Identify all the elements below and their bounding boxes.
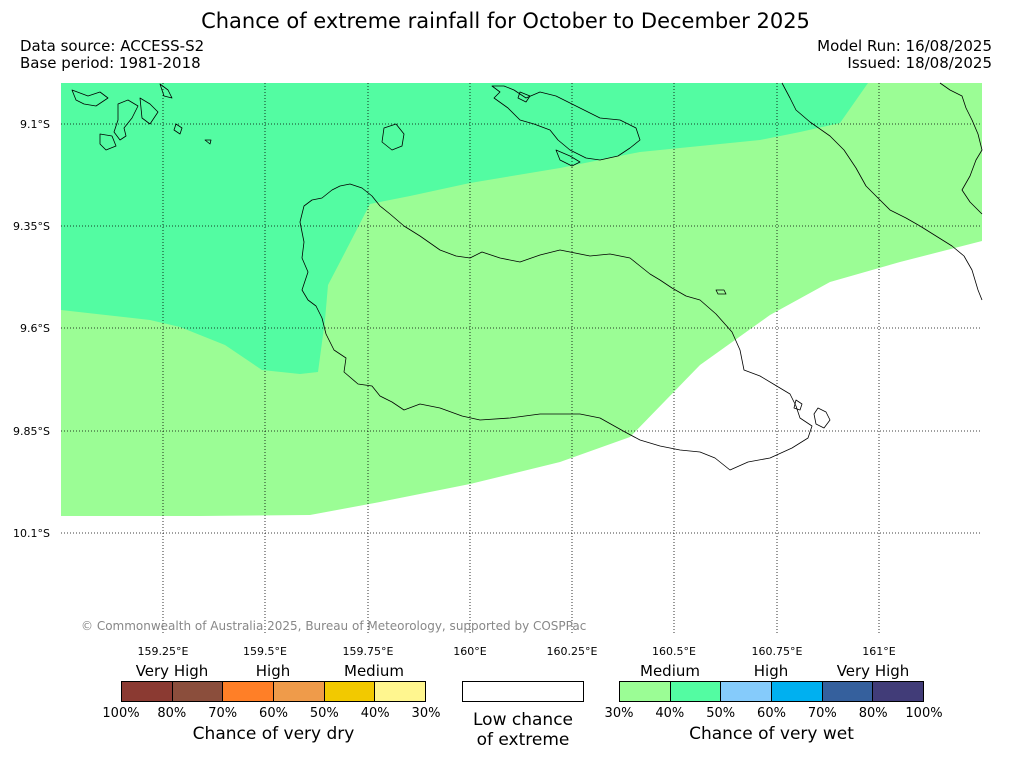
lon-label: 160.5°E [652,645,696,658]
dry-tick-label: 50% [309,706,339,721]
lon-label: 160.75°E [751,645,803,658]
wet-caption: Chance of very wet [689,724,854,744]
run-info: Model Run: 16/08/2025 Issued: 18/08/2025 [817,38,992,72]
dry-tick-label: 40% [360,706,390,721]
wet-tick-label: 30% [604,706,634,721]
issued-date: Issued: 18/08/2025 [847,54,992,72]
wet-swatch [620,682,671,701]
lat-label: 10.1°S [13,527,50,540]
dry-swatch [274,682,325,701]
lon-label: 161°E [862,645,896,658]
wet-tick-label: 40% [655,706,685,721]
lon-label: 159.75°E [342,645,394,658]
dry-tick-label: 30% [411,706,441,721]
wet-colorbar [619,681,924,702]
map-title: Chance of extreme rainfall for October t… [201,9,810,33]
graticule [61,83,982,635]
low-chance-line2: of extreme [476,730,570,750]
wet-tick-label: 60% [757,706,786,721]
dry-swatch [122,682,173,701]
wet-tick-label: 50% [706,706,736,721]
wet-swatch [772,682,823,701]
source-info: Data source: ACCESS-S2 Base period: 1981… [20,38,204,72]
wet-tick-label: 70% [807,706,837,721]
dry-swatch [172,682,224,701]
wet-swatch [721,682,773,701]
wet-tick-label: 80% [858,706,888,721]
lat-label: 9.1°S [20,118,50,131]
dry-colorbar [121,681,426,702]
lon-label: 159.5°E [243,645,287,658]
dry-tick-label: 100% [102,706,140,721]
dry-category-label: High [255,662,291,680]
coastline [71,82,983,471]
dry-caption: Chance of very dry [192,724,355,744]
wet-swatch [873,682,924,701]
dry-swatch [375,682,426,701]
low-chance-swatch [462,681,584,702]
dry-category-label: Very High [135,662,209,680]
base-period: Base period: 1981-2018 [20,54,201,72]
wet-category-label: High [753,662,789,680]
data-source: Data source: ACCESS-S2 [20,37,205,55]
wet-tick-label: 100% [905,706,943,721]
wet-swatch [670,682,722,701]
lat-label: 9.85°S [13,425,50,438]
dry-tick-label: 60% [259,706,288,721]
rainfall-map: 9.1°S 9.35°S 9.6°S 9.85°S 10.1°S [13,82,983,635]
lon-label: 160°E [453,645,487,658]
dry-swatch [223,682,275,701]
copyright-notice: © Commonwealth of Australia 2025, Bureau… [81,619,587,633]
lat-label: 9.35°S [13,220,50,233]
model-run: Model Run: 16/08/2025 [817,37,992,55]
low-chance-line1: Low chance [473,710,573,730]
dry-tick-label: 70% [208,706,238,721]
dry-tick-label: 80% [157,706,187,721]
dry-swatch [324,682,376,701]
region-wet-40-50 [61,83,868,374]
wet-category-label: Very High [836,662,910,680]
lat-label: 9.6°S [20,322,50,335]
wet-category-label: Medium [640,662,700,680]
lon-label: 159.25°E [137,645,189,658]
wet-swatch [822,682,874,701]
lon-label: 160.25°E [546,645,598,658]
low-chance-label: Low chance of extreme [443,710,603,750]
dry-category-label: Medium [344,662,404,680]
